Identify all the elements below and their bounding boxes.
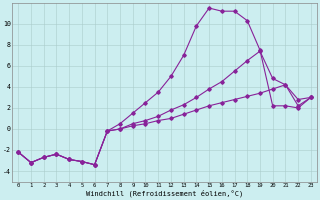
X-axis label: Windchill (Refroidissement éolien,°C): Windchill (Refroidissement éolien,°C) <box>86 190 243 197</box>
